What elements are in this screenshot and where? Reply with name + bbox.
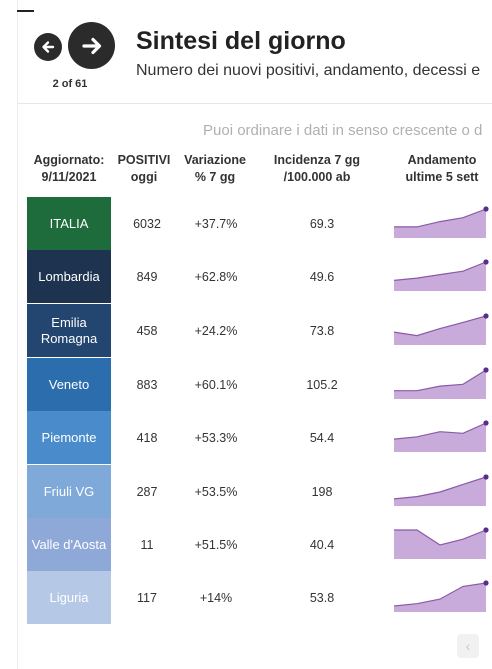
sparkline-line [393,261,487,281]
sparkline-area [394,477,486,506]
arrow-right-icon [81,37,101,54]
incidenza-cell: 105.2 [306,377,338,392]
sparkline-last-point [483,313,489,319]
sparkline-area [394,370,486,399]
variazione-cell: +53.3% [194,430,238,445]
incidenza-cell: 40.4 [309,537,335,552]
variazione-cell: +60.1% [194,377,238,392]
table-row: Friuli VG 287 +53.5% 198 [0,465,492,518]
region-cell: Veneto [27,358,111,411]
header-divider [17,103,492,104]
column-header-andamento[interactable]: Andamento ultime 5 sett [405,153,479,184]
region-cell: Friuli VG [27,465,111,518]
sparkline-line [393,315,487,337]
positivi-cell: 287 [136,484,158,499]
next-button[interactable] [68,22,115,69]
positivi-cell: 418 [136,430,158,445]
chevron-left-icon: ‹ [465,638,471,654]
trend-sparkline [393,420,489,452]
variazione-cell: +37.7% [194,216,238,231]
trend-sparkline [393,259,489,291]
positivi-cell: 11 [140,537,154,552]
incidenza-cell: 53.8 [309,590,335,605]
sparkline-last-point [483,367,489,373]
incidenza-cell: 69.3 [309,216,335,231]
region-cell: ITALIA [27,197,111,250]
positivi-cell: 849 [136,269,158,284]
column-header-updated[interactable]: Aggiornato: 9/11/2021 [33,153,105,184]
incidenza-cell: 54.4 [309,430,335,445]
region-cell: Valle d'Aosta [27,518,111,571]
sparkline-area [394,262,486,291]
incidenza-cell: 49.6 [309,269,335,284]
positivi-cell: 117 [137,590,157,605]
variazione-cell: +62.8% [194,269,238,284]
menu-bar-icon[interactable] [17,10,34,12]
table-row: Lombardia 849 +62.8% 49.6 [0,250,492,303]
sparkline-last-point [483,206,489,212]
sparkline-area [394,583,486,612]
positivi-cell: 458 [136,323,158,338]
sparkline-last-point [483,527,489,533]
variazione-cell: +53.5% [194,484,238,499]
page-title: Sintesi del giorno [136,27,346,55]
variazione-cell: +51.5% [194,537,238,552]
sparkline-line [393,582,487,607]
scroll-left-button[interactable]: ‹ [457,634,479,658]
variazione-cell: +24.2% [194,323,238,338]
trend-sparkline [393,580,489,612]
sparkline-last-point [483,420,489,426]
table-row: Liguria 117 +14% 53.8 [0,571,492,624]
positivi-cell: 6032 [133,216,161,231]
sparkline-line [393,422,487,440]
sparkline-area [394,530,486,559]
region-cell: Piemonte [27,411,111,464]
sparkline-line [394,529,487,546]
page-subtitle: Numero dei nuovi positivi, andamento, de… [136,62,481,79]
variazione-cell: +14% [199,590,233,605]
trend-sparkline [393,313,489,345]
sparkline-area [394,316,486,345]
arrow-left-icon [42,41,55,53]
sparkline-line [393,476,487,500]
page-counter: 2 of 61 [52,78,88,90]
sparkline-last-point [483,259,489,265]
column-header-positivi[interactable]: POSITIVI oggi [117,153,171,184]
table-row: ITALIA 6032 +37.7% 69.3 [0,197,492,250]
table-row: Veneto 883 +60.1% 105.2 [0,358,492,411]
incidenza-cell: 198 [311,484,333,499]
positivi-cell: 883 [136,377,158,392]
column-header-incidenza[interactable]: Incidenza 7 gg /100.000 ab [273,153,361,184]
trend-sparkline [394,527,489,559]
sort-hint: Puoi ordinare i dati in senso crescente … [203,122,483,139]
column-header-variazione[interactable]: Variazione % 7 gg [184,153,246,184]
trend-sparkline [394,367,489,399]
sparkline-line [394,208,487,228]
region-cell: Lombardia [27,250,111,303]
previous-button[interactable] [34,33,62,61]
incidenza-cell: 73.8 [309,323,335,338]
sparkline-last-point [483,474,489,480]
table-row: Piemonte 418 +53.3% 54.4 [0,411,492,464]
region-cell: Emilia Romagna [27,304,111,357]
region-cell: Liguria [27,571,111,624]
trend-sparkline [393,474,489,506]
table-row: Valle d'Aosta 11 +51.5% 40.4 [0,518,492,571]
sparkline-line [394,369,487,392]
sparkline-area [394,209,486,238]
trend-sparkline [394,206,489,238]
sparkline-last-point [483,580,489,586]
table-row: Emilia Romagna 458 +24.2% 73.8 [0,304,492,357]
sparkline-area [394,423,486,452]
